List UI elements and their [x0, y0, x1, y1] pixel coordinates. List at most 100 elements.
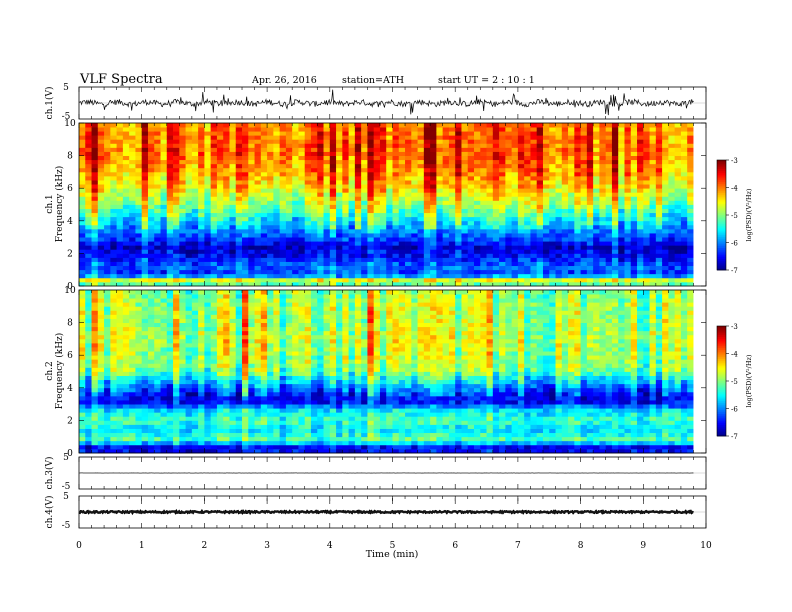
spectrogram-cell: [191, 420, 199, 425]
spectrogram-cell: [122, 440, 130, 446]
spectrogram-cell: [499, 269, 506, 275]
spectrogram-cell: [361, 131, 368, 136]
spectrogram-cell: [191, 314, 199, 319]
spectrogram-cell: [524, 265, 531, 271]
spectrogram-cell: [455, 253, 462, 258]
spectrogram-cell: [285, 265, 293, 271]
spectrogram-cell: [423, 204, 431, 209]
spectrogram-cell: [223, 127, 230, 132]
spectrogram-cell: [110, 416, 118, 421]
spectrogram-cell: [129, 416, 136, 421]
spectrogram-cell: [104, 212, 111, 218]
spectrogram-cell: [260, 167, 268, 173]
spectrogram-cell: [674, 135, 682, 140]
spectrogram-cell: [267, 277, 274, 283]
spectrogram-cell: [323, 273, 331, 279]
spectrogram-cell: [542, 123, 550, 128]
spectrogram-cell: [141, 224, 149, 230]
spectrogram-cell: [361, 127, 368, 132]
spectrogram-cell: [618, 163, 625, 169]
spectrogram-cell: [173, 334, 180, 340]
spectrogram-cell: [423, 180, 431, 185]
spectrogram-cell: [605, 184, 613, 189]
spectrogram-cell: [436, 192, 444, 197]
spectrogram-cell: [480, 184, 487, 189]
spectrogram-cell: [668, 139, 676, 144]
spectrogram-cell: [298, 233, 306, 238]
spectrogram-cell: [91, 196, 99, 201]
spectrogram-cell: [198, 228, 205, 234]
spectrogram-cell: [223, 123, 230, 128]
spectrogram-cell: [97, 428, 105, 434]
spectrogram-cell: [361, 175, 368, 181]
spectrogram-cell: [561, 212, 569, 218]
spectrogram-cell: [260, 245, 268, 250]
spectrogram-cell: [442, 245, 450, 250]
spectrogram-cell: [373, 233, 381, 238]
spectrogram-cell: [229, 257, 237, 262]
spectrogram-cell: [687, 188, 694, 193]
colorbar-segment: [717, 189, 726, 192]
spectrogram-cell: [179, 167, 186, 173]
spectrogram-cell: [79, 188, 86, 193]
spectrogram-cell: [649, 228, 657, 234]
spectrogram-cell: [417, 184, 425, 189]
spectrogram-cell: [561, 273, 569, 279]
spectrogram-cell: [223, 135, 230, 140]
spectrogram-cell: [442, 184, 450, 189]
spectrogram-cell: [185, 432, 193, 438]
spectrogram-cell: [511, 167, 519, 173]
spectrogram-cell: [373, 277, 381, 283]
spectrogram-cell: [166, 192, 174, 197]
spectrogram-cell: [97, 237, 105, 242]
spectrogram-cell: [141, 131, 149, 136]
spectrogram-cell: [141, 290, 149, 295]
spectrogram-cell: [354, 147, 362, 152]
spectrogram-cell: [204, 204, 212, 209]
spectrogram-cell: [436, 269, 444, 275]
spectrogram-cell: [317, 171, 324, 177]
spectrogram-cell: [555, 123, 563, 128]
spectrogram-cell: [687, 245, 694, 250]
colorbar-tick-label: -5: [731, 212, 738, 220]
spectrogram-cell: [373, 135, 381, 140]
spectrogram-cell: [116, 351, 124, 356]
spectrogram-cell: [379, 192, 387, 197]
spectrogram-cell: [662, 257, 669, 262]
spectrogram-cell: [141, 383, 149, 389]
spectrogram-cell: [599, 208, 607, 214]
spectrogram-cell: [104, 175, 111, 181]
spectrogram-cell: [474, 224, 481, 230]
spectrogram-cell: [273, 204, 281, 209]
spectrogram-cell: [242, 269, 249, 275]
spectrogram-cell: [599, 237, 607, 242]
spectrogram-cell: [104, 326, 111, 332]
spectrogram-cell: [555, 269, 563, 275]
spectrogram-cell: [166, 147, 174, 152]
spectrogram-cell: [618, 261, 625, 267]
spectrogram-cell: [517, 204, 525, 209]
spectrogram-cell: [191, 233, 199, 238]
spectrogram-cell: [79, 404, 86, 409]
spectrogram-cell: [423, 171, 431, 177]
spectrogram-cell: [398, 269, 406, 275]
spectrogram-cell: [104, 131, 111, 136]
spectrogram-cell: [191, 208, 199, 214]
spectrogram-cell: [104, 322, 111, 328]
spectrogram-cell: [285, 261, 293, 267]
spectrogram-cell: [104, 269, 111, 275]
spectrogram-cell: [198, 192, 205, 197]
spectrogram-cell: [310, 253, 318, 258]
spectrogram-cell: [574, 131, 581, 136]
spectrogram-cell: [135, 375, 143, 381]
spectrogram-cell: [580, 241, 588, 246]
spectrogram-cell: [568, 273, 575, 279]
spectrogram-cell: [267, 200, 274, 205]
spectrogram-cell: [674, 220, 682, 226]
colorbar-segment: [717, 215, 726, 218]
spectrogram-cell: [260, 253, 268, 258]
spectrogram-cell: [373, 281, 381, 287]
spectrogram-cell: [116, 188, 124, 193]
spectrogram-cell: [336, 139, 343, 144]
spectrogram-cell: [511, 265, 519, 271]
